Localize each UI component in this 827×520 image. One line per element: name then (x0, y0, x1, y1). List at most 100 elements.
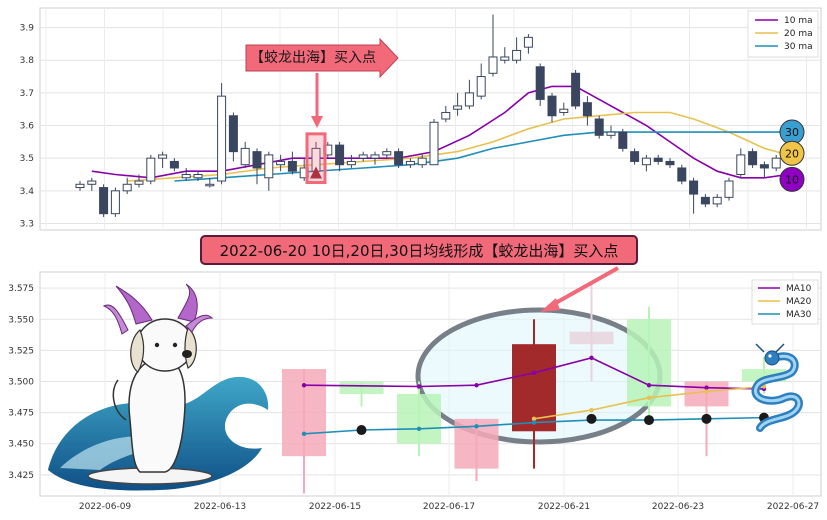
top-legend: 10 ma 20 ma 30 ma (747, 10, 819, 58)
top-candle (382, 148, 392, 159)
top-candle (582, 96, 592, 126)
top-ma-line (174, 131, 788, 182)
middle-banner: 2022-06-20 10日,20日,30日均线形成【蛟龙出海】买入点 (200, 235, 638, 265)
top-candle (217, 83, 227, 185)
top-candle (205, 177, 215, 188)
top-candle (665, 158, 675, 168)
bottom-x-tick-label: 2022-06-23 (652, 502, 704, 512)
pointer-arrow (540, 266, 619, 312)
bottom-x-tick-label: 2022-06-17 (423, 502, 475, 512)
bottom-ma-point (301, 383, 307, 388)
top-candle (370, 151, 380, 165)
ma-end-markers: 30 20 10 (779, 119, 805, 192)
top-candle (417, 154, 427, 168)
top-candle (358, 151, 368, 162)
bottom-ma-point (589, 355, 594, 361)
signal-triangle (310, 166, 322, 179)
top-candle (724, 177, 734, 201)
legend-10ma: 10 ma (784, 16, 813, 26)
bottom-ma-point (704, 389, 709, 394)
ma-cross-dot (644, 415, 654, 426)
bottom-y-tick-label: 3.500 (8, 378, 34, 388)
bottom-ma-point (704, 385, 709, 390)
top-candle (547, 92, 557, 123)
top-candle (346, 154, 356, 168)
top-y-axis: 3.3 3.4 3.5 3.6 3.7 3.8 3.9 (20, 24, 35, 230)
legend-ma30: MA30 (786, 310, 812, 320)
signal-marker (305, 132, 327, 184)
top-candle (405, 158, 415, 168)
ma-end-marker-label: 10 (785, 173, 799, 186)
bottom-y-tick-label: 3.475 (8, 409, 34, 419)
ma-end-marker-label: 20 (785, 147, 799, 160)
top-y-tick-label: 3.6 (20, 122, 35, 132)
bottom-x-tick-label: 2022-06-27 (767, 502, 819, 512)
top-candle (476, 63, 486, 100)
top-candle (146, 154, 156, 185)
top-candle (110, 187, 120, 217)
bottom-y-axis: 3.425 3.450 3.475 3.500 3.525 3.550 3.575 (8, 284, 34, 481)
top-candle (441, 105, 451, 123)
top-candle (228, 112, 238, 162)
surfing-dog-illustration (48, 283, 269, 491)
bottom-moving-averages (301, 355, 769, 436)
top-y-tick-label: 3.9 (20, 24, 35, 34)
bottom-x-tick-label: 2022-06-09 (79, 502, 132, 512)
top-candle (606, 125, 616, 139)
top-y-tick-label: 3.3 (20, 219, 34, 229)
top-candle (169, 158, 179, 172)
top-plot-frame (39, 7, 822, 231)
top-candle (122, 177, 132, 195)
top-chart-panel: 3.3 3.4 3.5 3.6 3.7 3.8 3.9 30 20 10 10 ma 20 ma… (20, 7, 822, 231)
top-candle (193, 171, 203, 182)
top-candle (712, 194, 722, 208)
top-candle (181, 167, 191, 182)
ma-cross-dot (586, 413, 597, 424)
top-candle (512, 37, 522, 64)
top-candle (287, 151, 297, 175)
legend-20ma: 20 ma (784, 29, 813, 39)
top-candle (500, 47, 510, 64)
bottom-x-axis: 2022-06-09 2022-06-13 2022-06-15 2022-06-17… (79, 502, 819, 512)
top-candle (559, 102, 569, 116)
bottom-legend: MA10 MA20 MA30 (751, 279, 819, 325)
top-candle (429, 119, 439, 166)
bottom-ma-point (531, 420, 537, 425)
bottom-ma-point (474, 383, 479, 388)
top-candle (75, 181, 85, 191)
top-candle (252, 148, 262, 185)
top-banner-text: 【蛟龙出海】买入点 (250, 50, 376, 66)
legend-30ma: 30 ma (784, 42, 813, 52)
top-candle (523, 34, 533, 54)
top-ma-line (127, 111, 789, 182)
top-candle (571, 70, 581, 110)
bottom-ma-point (301, 431, 307, 436)
blue-dragon-illustration (751, 343, 803, 432)
top-candle (594, 115, 604, 139)
ma-end-marker-label: 30 (785, 126, 799, 139)
top-candle (240, 141, 250, 168)
bottom-chart-panel: 3.425 3.450 3.475 3.500 3.525 3.550 3.575 2022… (8, 266, 822, 512)
top-candle (700, 194, 710, 208)
ma-cross-dot (701, 413, 712, 424)
top-candle (134, 174, 144, 188)
top-candle (689, 177, 699, 214)
bottom-candle (397, 381, 441, 457)
ma-end-marker (779, 140, 805, 166)
bottom-ma-point (416, 426, 422, 431)
top-candle (264, 151, 274, 191)
top-candle (641, 154, 651, 172)
bottom-ma-point (531, 370, 537, 375)
top-y-tick-label: 3.5 (20, 154, 34, 164)
bottom-y-tick-label: 3.550 (8, 315, 34, 325)
ma-cross-dot (356, 425, 367, 436)
middle-banner-text: 2022-06-20 10日,20日,30日均线形成【蛟龙出海】买入点 (220, 242, 619, 260)
legend-ma20: MA20 (786, 297, 812, 307)
top-banner: 【蛟龙出海】买入点 (245, 37, 399, 128)
bottom-y-tick-label: 3.425 (8, 471, 34, 481)
legend-ma10: MA10 (786, 284, 812, 294)
bottom-y-tick-label: 3.575 (8, 284, 34, 294)
top-candle (464, 79, 474, 110)
top-candle (653, 154, 663, 165)
